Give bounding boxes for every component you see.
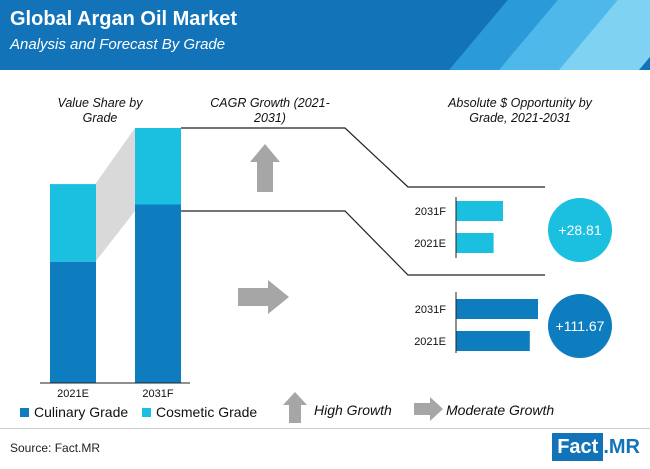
moderate-growth-arrow-icon [238, 280, 289, 314]
cagr-label: CAGR Growth (2021-2031) [210, 96, 330, 125]
bar-culinary-2031f [135, 204, 181, 383]
legend-moderate-growth-label: Moderate Growth [446, 402, 555, 418]
legend-cosmetic-label: Cosmetic Grade [156, 404, 258, 420]
value-share-label: Value Share by Grade [57, 96, 143, 125]
bar-cosmetic-2031f [135, 128, 181, 205]
page-subtitle: Analysis and Forecast By Grade [10, 36, 226, 53]
logo-rest-text: .MR [603, 436, 640, 458]
legend-culinary-swatch [20, 407, 29, 417]
tick-label-2021e: 2021E [57, 388, 89, 400]
legend-cosmetic-swatch [142, 407, 151, 417]
hbar-tick-cosmetic-2021e: 2021E [414, 238, 446, 250]
hbar-tick-culinary-2031f: 2031F [415, 304, 446, 316]
legend-moderate-growth-icon [414, 397, 443, 421]
hbar-culinary-2031f [456, 299, 538, 319]
culinary-opportunity-badge [548, 294, 612, 358]
legend-cosmetic: Cosmetic Grade [142, 404, 257, 420]
legend-culinary: Culinary Grade [20, 404, 128, 420]
page-title: Global Argan Oil Market [10, 8, 238, 30]
source-text: Source: Fact.MR [10, 441, 101, 455]
bar-culinary-2021e [50, 261, 96, 383]
hbar-cosmetic-2021e [456, 233, 494, 253]
hbar-culinary-2021e [456, 331, 530, 351]
factmr-logo: Fact .MR [552, 433, 640, 463]
cosmetic-opportunity-value: +28.81 [558, 222, 601, 238]
hbar-cosmetic-2031f [456, 201, 503, 221]
high-growth-arrow-icon [250, 144, 280, 192]
absolute-opportunity-label: Absolute $ Opportunity by Grade, 2021-20… [448, 96, 592, 125]
share-connector [96, 128, 135, 261]
logo-box-text: Fact [552, 433, 604, 461]
footer-divider [0, 428, 650, 429]
culinary-opportunity-value: +111.67 [556, 318, 605, 334]
connector-line-mid [181, 210, 545, 276]
connector-line-top [181, 127, 545, 188]
legend-high-growth-icon [283, 392, 307, 423]
legend-high-growth-label: High Growth [314, 402, 392, 418]
hbar-tick-cosmetic-2031f: 2031F [415, 206, 446, 218]
legend-culinary-label: Culinary Grade [34, 404, 129, 420]
tick-label-2031f: 2031F [142, 388, 173, 400]
bar-cosmetic-2021e [50, 184, 96, 262]
header-banner: Global Argan Oil Market Analysis and For… [0, 0, 650, 70]
cosmetic-opportunity-badge [548, 198, 612, 262]
hbar-tick-culinary-2021e: 2021E [414, 336, 446, 348]
